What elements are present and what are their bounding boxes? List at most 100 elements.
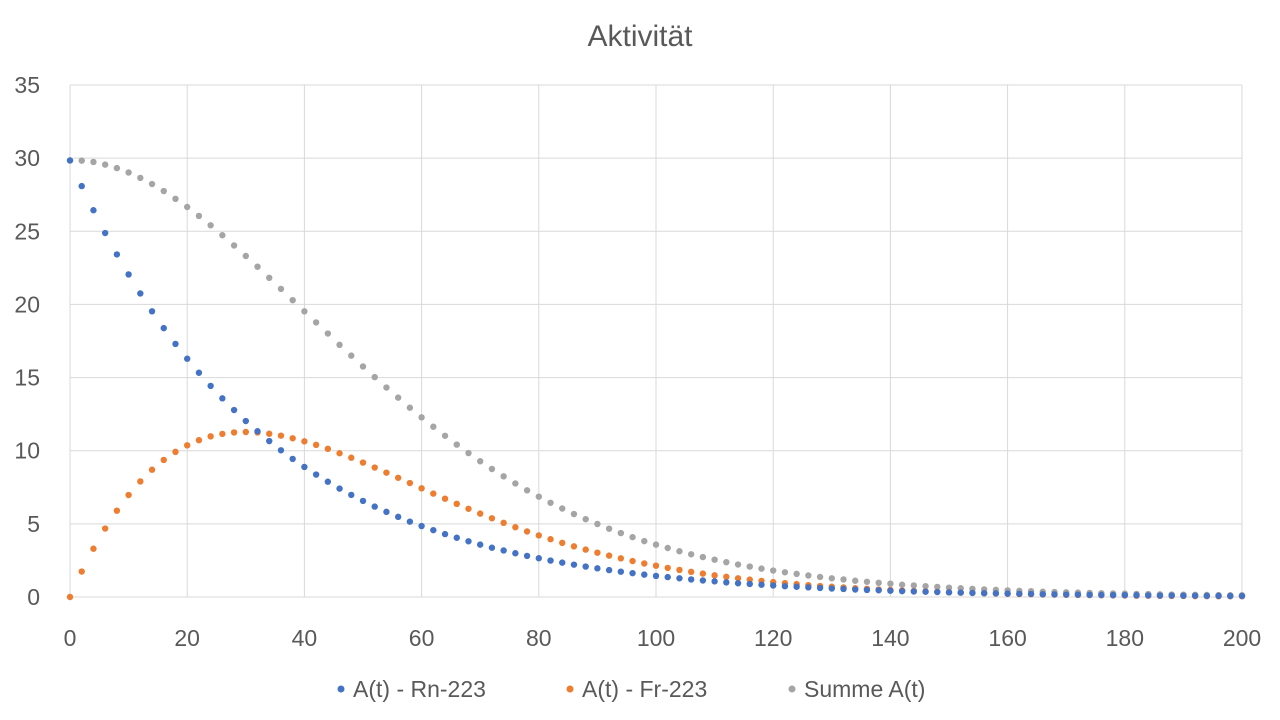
data-point: [605, 566, 613, 574]
data-point: [430, 423, 437, 430]
data-point: [113, 164, 121, 172]
data-point: [910, 588, 918, 595]
data-point: [852, 577, 859, 584]
data-point: [160, 456, 167, 464]
legend-label-rn-223: A(t) - Rn-223: [353, 676, 486, 702]
legend-marker-fr-223: [566, 685, 574, 693]
data-point: [641, 537, 648, 545]
data-point: [582, 563, 589, 570]
data-point: [734, 561, 742, 568]
data-point: [547, 536, 554, 543]
chart-title: Aktivität: [587, 20, 693, 53]
data-point: [465, 538, 472, 545]
data-point: [312, 471, 320, 478]
data-point: [477, 458, 484, 465]
data-point: [852, 586, 859, 593]
data-point: [148, 466, 156, 473]
data-point: [922, 582, 929, 590]
data-point: [641, 571, 648, 578]
data-point: [1098, 591, 1105, 599]
data-point: [101, 229, 109, 237]
data-point: [535, 532, 542, 539]
data-point: [406, 479, 414, 487]
data-point: [500, 473, 507, 480]
data-point: [1074, 591, 1082, 598]
data-point: [289, 296, 296, 304]
data-point: [746, 580, 753, 588]
data-point: [301, 463, 308, 471]
data-point: [582, 546, 589, 553]
data-point: [465, 449, 472, 457]
data-point: [793, 583, 800, 590]
data-point: [500, 547, 507, 554]
data-point: [1039, 591, 1046, 598]
data-point: [512, 524, 519, 531]
data-point: [758, 581, 765, 588]
data-point: [699, 577, 707, 584]
data-point: [230, 406, 238, 414]
data-point: [570, 561, 578, 568]
x-tick-label: 100: [637, 625, 675, 651]
data-point: [816, 584, 824, 592]
data-point: [617, 568, 625, 575]
data-point: [723, 579, 730, 586]
data-point: [652, 562, 660, 569]
data-point: [230, 429, 238, 436]
data-point: [207, 382, 214, 390]
x-tick-label: 0: [64, 625, 77, 651]
data-point: [125, 169, 132, 176]
data-point: [547, 499, 554, 506]
data-point: [394, 394, 402, 401]
data-point: [160, 324, 167, 332]
data-point: [992, 590, 1000, 597]
data-point: [184, 442, 191, 449]
data-point: [441, 530, 449, 538]
data-point: [711, 556, 718, 563]
data-point: [301, 438, 308, 445]
data-point: [957, 585, 964, 592]
x-tick-label: 60: [409, 625, 435, 651]
data-point: [863, 586, 871, 594]
data-point: [500, 519, 507, 527]
x-tick-label: 140: [871, 625, 909, 651]
data-point: [78, 157, 85, 164]
data-point: [1191, 592, 1199, 599]
data-point: [559, 539, 566, 547]
data-point: [66, 157, 74, 164]
data-point: [582, 515, 589, 523]
data-point: [137, 290, 144, 297]
data-point: [125, 491, 132, 499]
data-point: [922, 588, 929, 595]
data-point: [418, 485, 425, 492]
data-point: [477, 510, 484, 517]
data-point: [875, 579, 882, 587]
y-tick-label: 5: [27, 511, 40, 537]
x-tick-label: 200: [1223, 625, 1261, 651]
data-point: [1215, 592, 1222, 600]
data-point: [781, 569, 789, 576]
tick-labels: 0 5 10 15 20 25 30 35 0 20 40 60 80 100 120 140 160 180 20…: [14, 72, 1261, 651]
data-point: [898, 581, 906, 588]
y-tick-label: 10: [14, 438, 40, 464]
data-point: [945, 589, 953, 596]
x-tick-label: 180: [1106, 625, 1144, 651]
data-point: [512, 550, 519, 557]
series-0: [66, 157, 1246, 600]
data-point: [840, 585, 847, 593]
data-point: [687, 568, 695, 576]
data-point: [1027, 590, 1035, 598]
data-point: [348, 454, 355, 461]
data-point: [664, 573, 671, 581]
x-tick-label: 20: [174, 625, 200, 651]
data-point: [770, 567, 777, 574]
data-point: [523, 528, 531, 535]
data-point: [441, 495, 449, 502]
data-point: [453, 534, 460, 541]
data-point: [594, 520, 601, 528]
data-point: [863, 578, 871, 585]
data-point: [805, 572, 812, 579]
data-point: [312, 441, 320, 449]
data-point: [676, 548, 683, 555]
data-point: [1004, 590, 1011, 597]
data-point: [371, 503, 378, 510]
